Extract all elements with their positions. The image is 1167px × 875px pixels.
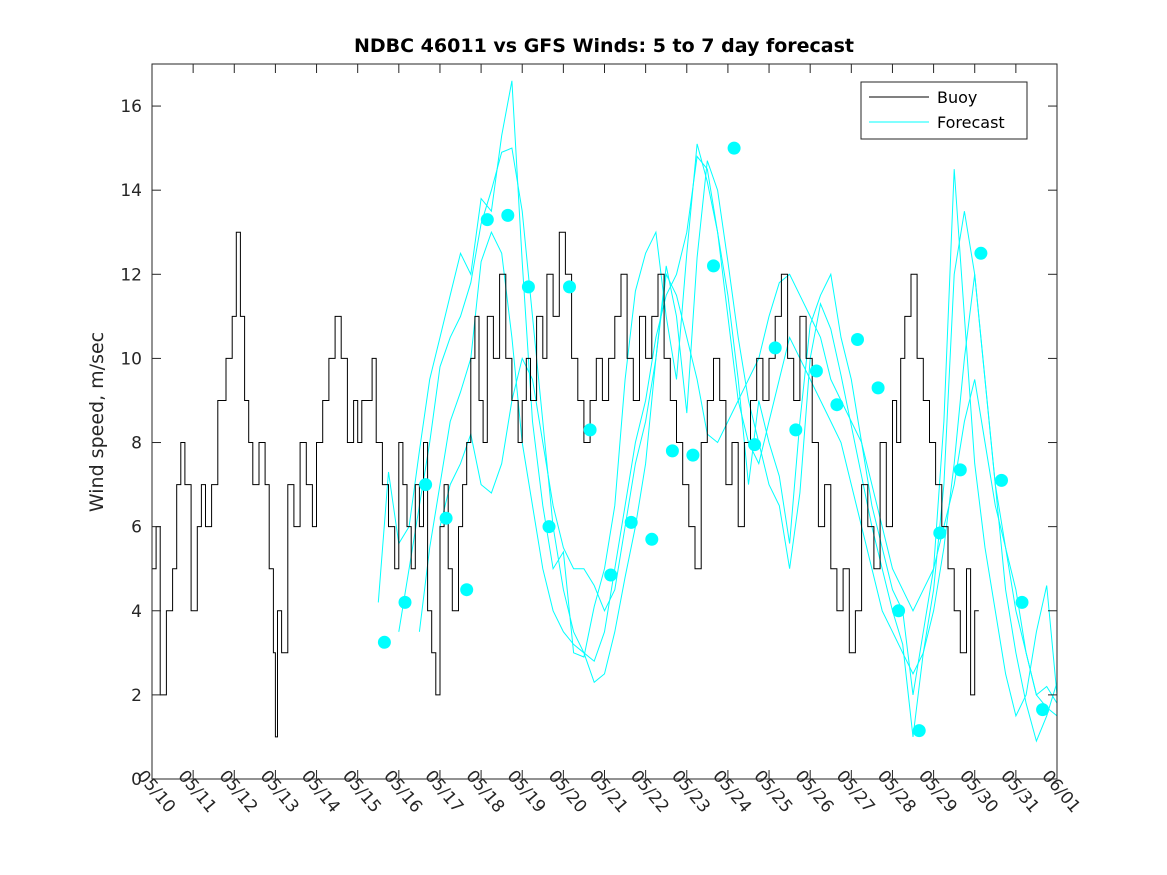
forecast-marker-point (727, 141, 741, 155)
buoy-series-line (152, 231, 979, 738)
forecast-marker-point (892, 604, 906, 618)
forecast-marker-point (398, 595, 412, 609)
forecast-marker-point (933, 526, 947, 540)
y-tick-label: 8 (131, 434, 142, 454)
forecast-marker-point (974, 246, 988, 260)
forecast-marker-point (830, 398, 844, 412)
forecast-marker-point (665, 444, 679, 458)
y-tick-label: 2 (131, 686, 142, 706)
forecast-marker-point (995, 473, 1008, 487)
y-tick-label: 0 (131, 770, 142, 790)
forecast-marker-point (480, 213, 494, 227)
y-tick-label: 10 (120, 349, 142, 369)
forecast-marker-point (707, 259, 720, 273)
forecast-marker-point (501, 208, 515, 222)
y-tick-label: 6 (131, 518, 142, 538)
forecast-marker-point (542, 520, 556, 534)
y-axis-title: Wind speed, m/sec (86, 332, 108, 512)
forecast-run-line-4 (439, 272, 1058, 704)
forecast-marker-point (521, 280, 535, 294)
forecast-run-line-2 (398, 147, 1058, 743)
forecast-marker-point (1036, 703, 1050, 717)
forecast-marker-point (439, 511, 453, 525)
forecast-marker-point (871, 381, 885, 395)
forecast-marker-point (686, 448, 700, 462)
forecast-marker-point (809, 364, 823, 378)
forecast-marker-point (912, 724, 926, 738)
forecast-marker-point (768, 341, 782, 355)
forecast-marker-point (563, 280, 576, 294)
forecast-marker-point (953, 463, 967, 477)
y-tick-label: 14 (120, 181, 142, 201)
forecast-marker-point (789, 423, 803, 437)
y-tick-label: 4 (131, 602, 142, 622)
legend-buoy-label: Buoy (937, 88, 977, 107)
legend-box (860, 81, 1028, 140)
forecast-marker-point (624, 515, 638, 529)
chart-title: NDBC 46011 vs GFS Winds: 5 to 7 day fore… (354, 35, 854, 57)
y-tick-label: 16 (120, 97, 142, 117)
forecast-marker-point (419, 478, 433, 492)
forecast-marker-point (1015, 595, 1029, 609)
plot-area (152, 80, 1058, 743)
legend-forecast-label: Forecast (937, 113, 1005, 132)
forecast-marker-point (460, 583, 474, 597)
forecast-marker-point (583, 423, 597, 437)
forecast-marker-point (645, 532, 659, 546)
forecast-marker-point (851, 333, 864, 346)
legend: Buoy Forecast (860, 81, 1028, 140)
forecast-marker-point (377, 635, 391, 649)
y-tick-label: 12 (120, 265, 142, 285)
forecast-marker-point (748, 438, 762, 452)
forecast-marker-point (604, 568, 618, 582)
